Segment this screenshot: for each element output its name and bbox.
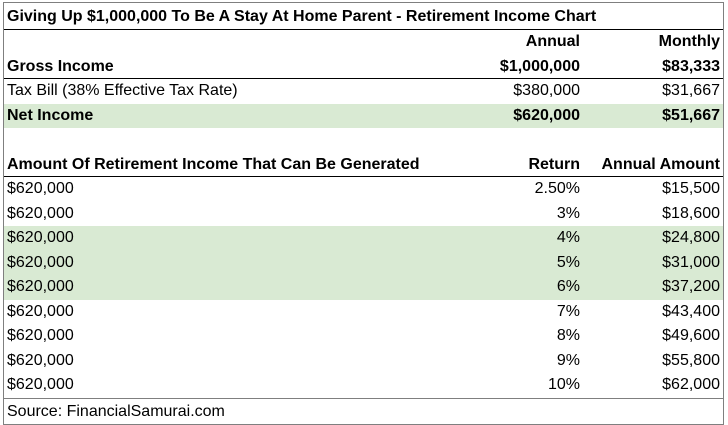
principal-cell: $620,000 xyxy=(7,180,74,197)
annual-column-header: Annual xyxy=(525,33,580,50)
annual-amount-cell: $15,500 xyxy=(662,180,720,197)
retirement-header-row: Amount Of Retirement Income That Can Be … xyxy=(4,153,723,177)
principal-cell: $620,000 xyxy=(7,302,74,320)
table-row: $620,000 5% $31,000 xyxy=(4,250,723,275)
principal-cell: $620,000 xyxy=(7,351,74,369)
gross-income-annual: $1,000,000 xyxy=(499,57,580,75)
annual-amount-cell: $62,000 xyxy=(662,376,720,393)
return-cell: 9% xyxy=(556,351,580,369)
annual-amount-cell: $37,200 xyxy=(662,278,720,295)
return-cell: 10% xyxy=(547,376,580,393)
return-cell: 7% xyxy=(556,302,580,320)
annual-amount-column-header: Annual Amount xyxy=(601,155,721,173)
return-cell: 8% xyxy=(556,327,580,344)
table-row: $620,000 2.50% $15,500 xyxy=(4,177,723,202)
tax-bill-label: Tax Bill (38% Effective Tax Rate) xyxy=(7,82,238,99)
annual-amount-cell: $43,400 xyxy=(662,302,720,320)
table-row: $620,000 4% $24,800 xyxy=(4,226,723,251)
monthly-column-header: Monthly xyxy=(658,33,720,50)
table-row: $620,000 6% $37,200 xyxy=(4,275,723,300)
annual-amount-cell: $24,800 xyxy=(662,229,720,246)
annual-amount-cell: $55,800 xyxy=(662,351,720,369)
principal-cell: $620,000 xyxy=(7,376,74,393)
table-row: $620,000 9% $55,800 xyxy=(4,349,723,374)
gross-income-monthly: $83,333 xyxy=(662,57,720,75)
return-column-header: Return xyxy=(528,155,580,173)
tax-bill-monthly: $31,667 xyxy=(662,82,720,99)
table-row: $620,000 10% $62,000 xyxy=(4,373,723,398)
table-title: Giving Up $1,000,000 To Be A Stay At Hom… xyxy=(4,3,723,30)
gross-income-row: Gross Income $1,000,000 $83,333 xyxy=(4,55,723,79)
net-income-monthly: $51,667 xyxy=(662,106,720,124)
table-row: $620,000 3% $18,600 xyxy=(4,202,723,227)
tax-bill-annual: $380,000 xyxy=(513,82,580,99)
net-income-row: Net Income $620,000 $51,667 xyxy=(4,103,723,128)
income-header-row: Annual Monthly xyxy=(4,30,723,55)
net-income-annual: $620,000 xyxy=(513,106,580,124)
return-cell: 4% xyxy=(556,229,580,246)
return-cell: 2.50% xyxy=(534,180,580,197)
principal-cell: $620,000 xyxy=(7,327,74,344)
tax-bill-row: Tax Bill (38% Effective Tax Rate) $380,0… xyxy=(4,79,723,104)
table-row: $620,000 8% $49,600 xyxy=(4,324,723,349)
annual-amount-cell: $49,600 xyxy=(662,327,720,344)
retirement-header-label: Amount Of Retirement Income That Can Be … xyxy=(7,155,420,173)
annual-amount-cell: $18,600 xyxy=(662,204,720,222)
principal-cell: $620,000 xyxy=(7,204,74,222)
principal-cell: $620,000 xyxy=(7,278,74,295)
principal-cell: $620,000 xyxy=(7,253,74,271)
source-note: Source: FinancialSamurai.com xyxy=(4,397,723,424)
principal-cell: $620,000 xyxy=(7,229,74,246)
annual-amount-cell: $31,000 xyxy=(662,253,720,271)
retirement-rows: $620,000 2.50% $15,500 $620,000 3% $18,6… xyxy=(4,177,723,398)
return-cell: 3% xyxy=(556,204,580,222)
table-row: $620,000 7% $43,400 xyxy=(4,300,723,325)
return-cell: 6% xyxy=(556,278,580,295)
return-cell: 5% xyxy=(556,253,580,271)
spacer-row xyxy=(4,128,723,153)
retirement-income-table: Giving Up $1,000,000 To Be A Stay At Hom… xyxy=(3,2,724,425)
gross-income-label: Gross Income xyxy=(7,57,114,75)
net-income-label: Net Income xyxy=(7,106,94,124)
